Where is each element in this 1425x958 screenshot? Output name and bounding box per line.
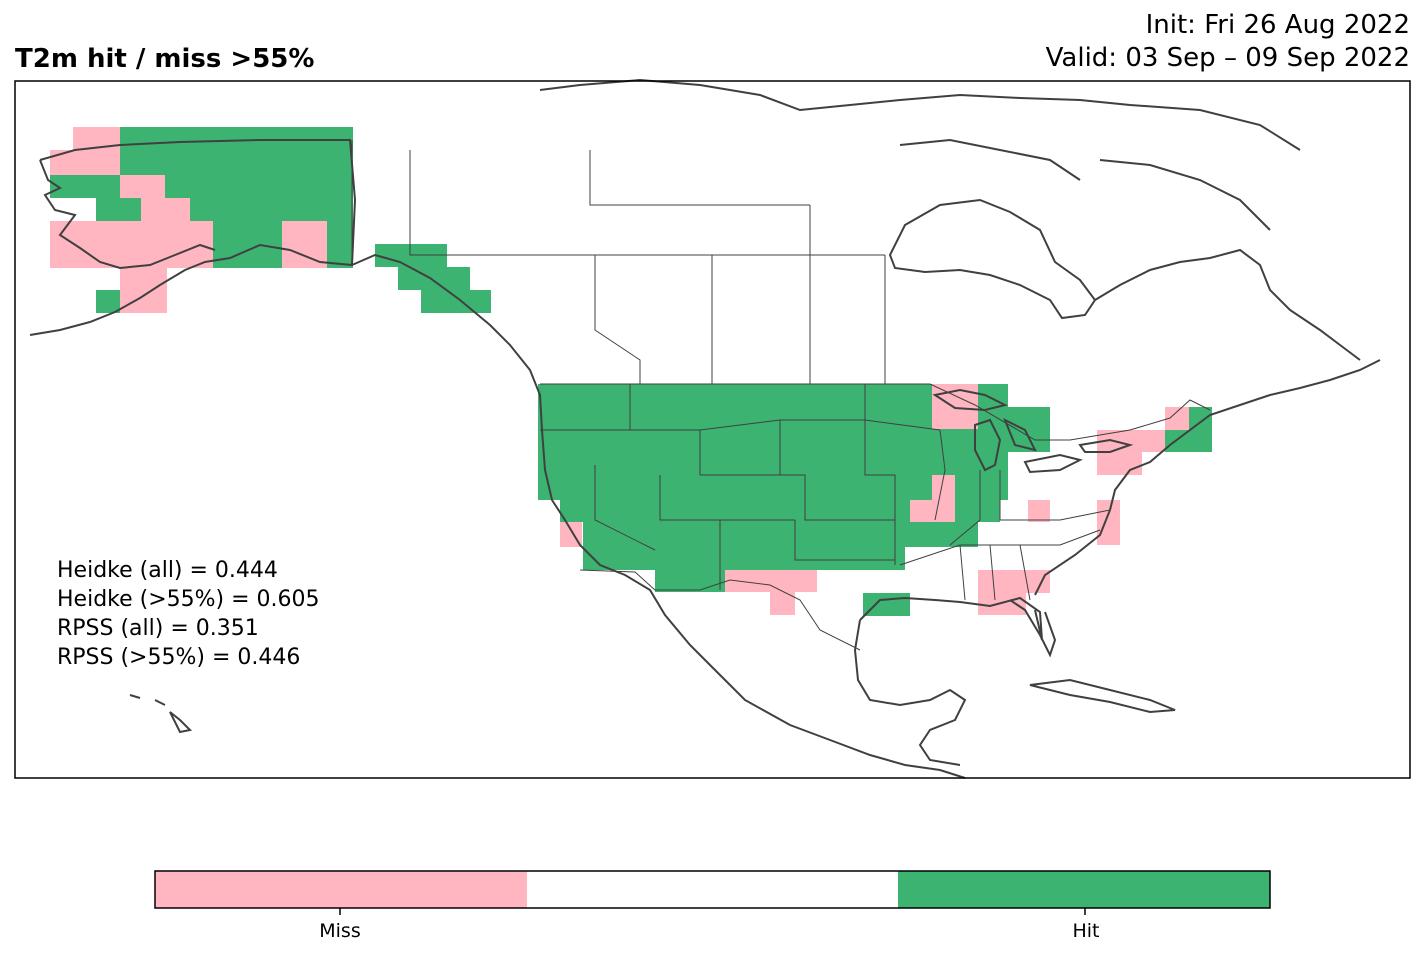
hit-cell: [50, 175, 120, 198]
gulf-coast: [853, 596, 1043, 766]
hudson-bay: [888, 198, 1097, 320]
east-coast: [1034, 359, 1381, 596]
colorbar-label-hit: Hit: [1072, 920, 1100, 942]
valid-period: Valid: 03 Sep – 09 Sep 2022: [1045, 43, 1410, 73]
hit-cell: [398, 267, 470, 290]
skill-scores: Heidke (all) = 0.444 Heidke (>55%) = 0.6…: [57, 556, 320, 672]
miss-cell: [282, 221, 327, 268]
miss-cell: [978, 593, 1026, 615]
hit-cell: [655, 570, 725, 592]
colorbar-label-miss: Miss: [319, 920, 361, 942]
hawaii-islands: [129, 694, 193, 734]
rpss-55: RPSS (>55%) = 0.446: [57, 645, 301, 670]
map-title: T2m hit / miss >55%: [15, 44, 315, 74]
hit-cell: [421, 290, 491, 313]
miss-cell: [910, 500, 955, 522]
hit-cell: [96, 198, 141, 221]
init-date: Init: Fri 26 Aug 2022: [1145, 10, 1410, 40]
hit-cell: [583, 547, 905, 570]
cuba-coast: [1029, 678, 1176, 714]
canada-provinces: [409, 150, 886, 384]
rpss-all: RPSS (all) = 0.351: [57, 616, 259, 641]
grid-cells: [50, 127, 1212, 616]
miss-cell: [1142, 430, 1165, 452]
hit-cell: [747, 547, 770, 570]
hit-cell: [96, 290, 120, 313]
miss-cell: [120, 175, 165, 198]
arctic-islands: [539, 78, 1301, 231]
heidke-55: Heidke (>55%) = 0.605: [57, 587, 320, 612]
heidke-all: Heidke (all) = 0.444: [57, 558, 278, 583]
miss-cell: [978, 570, 1050, 593]
labrador-coast: [1094, 248, 1361, 361]
miss-cell: [1097, 500, 1120, 545]
hit-cell: [955, 475, 977, 498]
miss-cell: [1028, 500, 1050, 522]
hit-cell: [863, 593, 910, 616]
